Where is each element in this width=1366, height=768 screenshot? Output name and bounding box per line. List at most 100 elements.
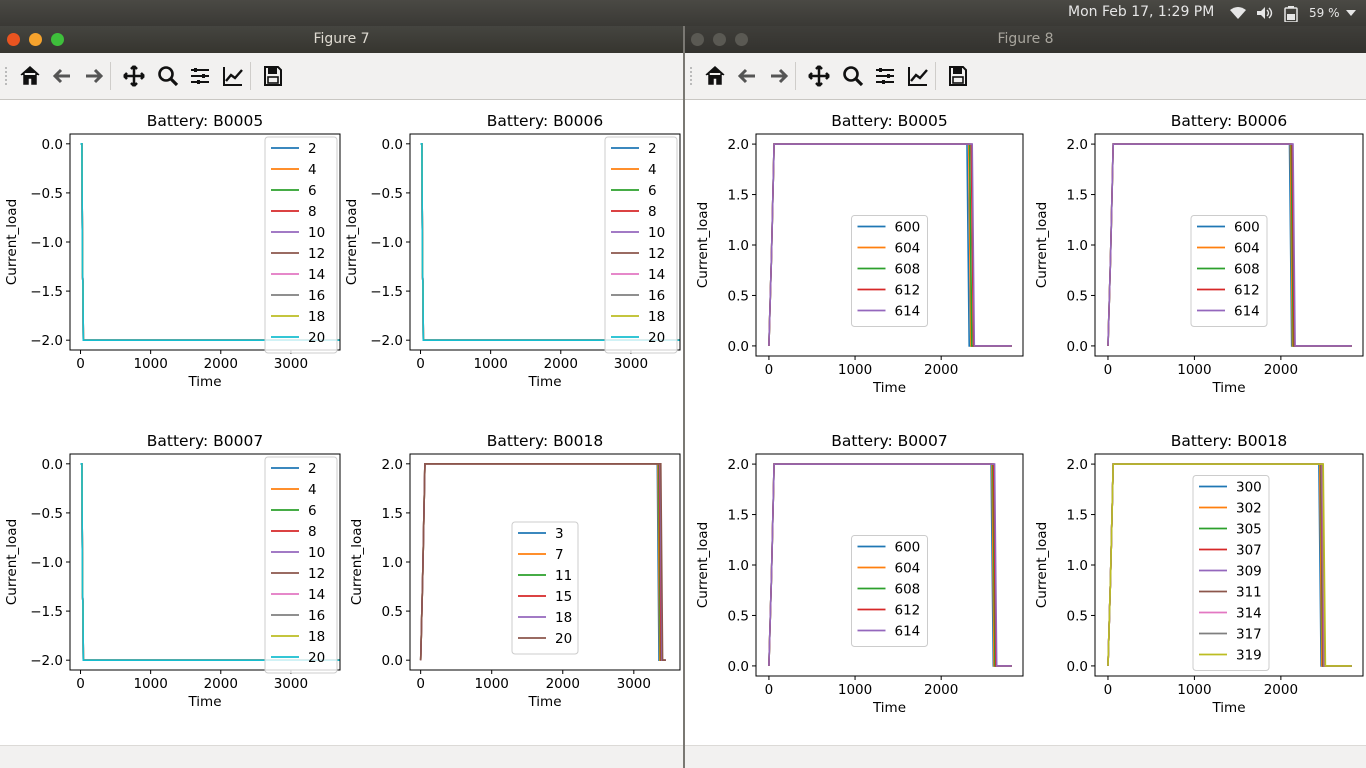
minimize-icon[interactable] bbox=[29, 33, 42, 46]
subplot: Battery: B0007 0 1000 2000 3000 0.0 −0.5 −1.0 −1… bbox=[4, 432, 341, 710]
edit-curves-button[interactable] bbox=[906, 64, 930, 88]
figure-8-window: Figure 8 Battery: B0005 0 1000 2000 2.0 1.5 1.… bbox=[685, 26, 1366, 768]
close-icon[interactable] bbox=[691, 33, 704, 46]
legend-box bbox=[851, 215, 928, 327]
edit-curves-button[interactable] bbox=[221, 64, 245, 88]
x-tick-label: 2000 bbox=[204, 676, 238, 692]
back-button[interactable] bbox=[50, 64, 74, 88]
legend-label: 604 bbox=[895, 561, 921, 577]
pan-button[interactable] bbox=[807, 64, 831, 88]
back-button[interactable] bbox=[735, 64, 759, 88]
legend: 600 604 608 612 614 bbox=[1190, 215, 1268, 327]
maximize-icon[interactable] bbox=[735, 33, 748, 46]
toolbar-separator bbox=[935, 62, 936, 90]
legend-label: 4 bbox=[648, 162, 657, 178]
battery-icon[interactable] bbox=[1284, 6, 1298, 22]
plot-lines bbox=[80, 463, 340, 661]
save-button[interactable] bbox=[261, 64, 285, 88]
legend-label: 608 bbox=[895, 582, 921, 598]
subplot: Battery: B0006 0 1000 2000 3000 0.0 −0.5 −1.0 −1… bbox=[344, 112, 681, 390]
y-tick-label: 0.5 bbox=[1067, 288, 1088, 304]
subplots-button[interactable] bbox=[873, 64, 897, 88]
legend-label: 3 bbox=[555, 526, 564, 542]
x-tick-label: 1000 bbox=[1177, 682, 1211, 698]
y-tick-label: 0.0 bbox=[1067, 339, 1088, 355]
legend-label: 614 bbox=[895, 624, 921, 640]
legend-label: 8 bbox=[308, 204, 317, 220]
y-axis-label: Current_load bbox=[349, 519, 365, 605]
x-tick-label: 3000 bbox=[614, 356, 648, 372]
legend-label: 12 bbox=[308, 566, 325, 582]
legend-label: 6 bbox=[308, 503, 317, 519]
edit-curves-icon bbox=[223, 67, 243, 86]
y-tick-label: 1.0 bbox=[1067, 558, 1088, 574]
y-axis-label: Current_load bbox=[4, 519, 20, 605]
y-tick-label: 0.0 bbox=[42, 137, 63, 153]
legend: 2 4 6 8 10 12 14 16 18 20 bbox=[264, 456, 338, 674]
x-tick-label: 1000 bbox=[133, 356, 167, 372]
x-tick-label: 1000 bbox=[1177, 362, 1211, 378]
y-tick-label: −1.5 bbox=[370, 284, 403, 300]
volume-icon[interactable] bbox=[1256, 6, 1274, 20]
menu-down-icon[interactable] bbox=[1346, 10, 1356, 16]
window-titlebar[interactable]: Figure 7 bbox=[0, 26, 683, 53]
x-axis-label: Time bbox=[187, 694, 221, 710]
x-tick-label: 2000 bbox=[1264, 682, 1298, 698]
series-line-614 bbox=[1107, 143, 1352, 347]
plot-lines bbox=[768, 463, 1012, 667]
subplot: Battery: B0018 0 1000 2000 2.0 1.5 1.0 0.5 0.0 Ti… bbox=[1034, 432, 1364, 716]
zoom-button[interactable] bbox=[156, 64, 180, 88]
legend-label: 317 bbox=[1236, 627, 1262, 643]
legend-label: 16 bbox=[648, 288, 665, 304]
subplot: Battery: B0005 0 1000 2000 2.0 1.5 1.0 0.5 0.0 Ti… bbox=[695, 112, 1024, 396]
subplots-button[interactable] bbox=[188, 64, 212, 88]
y-tick-label: 1.0 bbox=[1067, 238, 1088, 254]
legend-label: 10 bbox=[308, 225, 325, 241]
plot-lines bbox=[1107, 143, 1352, 347]
y-tick-label: 1.5 bbox=[1067, 188, 1088, 204]
legend-label: 305 bbox=[1236, 522, 1262, 538]
legend-label: 18 bbox=[555, 610, 572, 626]
legend-label: 4 bbox=[308, 482, 317, 498]
legend-label: 612 bbox=[1234, 283, 1260, 299]
window-title: Figure 7 bbox=[313, 31, 370, 47]
legend-label: 15 bbox=[555, 589, 572, 605]
legend-label: 14 bbox=[648, 267, 665, 283]
legend-label: 4 bbox=[308, 162, 317, 178]
maximize-icon[interactable] bbox=[51, 33, 64, 46]
y-tick-label: 1.5 bbox=[728, 508, 749, 524]
forward-button[interactable] bbox=[767, 64, 791, 88]
plot-title: Battery: B0007 bbox=[147, 432, 263, 450]
minimize-icon[interactable] bbox=[713, 33, 726, 46]
y-axis-label: Current_load bbox=[695, 522, 711, 608]
close-icon[interactable] bbox=[7, 33, 20, 46]
y-tick-label: −0.5 bbox=[370, 186, 403, 202]
save-button[interactable] bbox=[946, 64, 970, 88]
pan-button[interactable] bbox=[122, 64, 146, 88]
legend-label: 612 bbox=[895, 283, 921, 299]
legend-box bbox=[264, 456, 338, 674]
y-axis-label: Current_load bbox=[695, 202, 711, 288]
y-tick-label: 2.0 bbox=[382, 457, 403, 473]
pan-icon bbox=[123, 65, 145, 87]
plot-lines bbox=[768, 143, 1012, 347]
legend-box bbox=[1190, 215, 1268, 327]
forward-button[interactable] bbox=[82, 64, 106, 88]
home-button[interactable] bbox=[18, 64, 42, 88]
system-top-bar: Mon Feb 17, 1:29 PM 59 % bbox=[0, 0, 1366, 26]
x-tick-label: 1000 bbox=[473, 356, 507, 372]
back-icon bbox=[737, 68, 755, 84]
window-titlebar[interactable]: Figure 8 bbox=[685, 26, 1366, 53]
home-button[interactable] bbox=[703, 64, 727, 88]
figure-canvas[interactable]: Battery: B0005 0 1000 2000 3000 0.0 −0.5 −1.0 −1… bbox=[0, 100, 683, 746]
series-line-20 bbox=[419, 463, 666, 661]
y-axis-label: Current_load bbox=[1034, 202, 1050, 288]
figure-canvas[interactable]: Battery: B0005 0 1000 2000 2.0 1.5 1.0 0.5 0.0 Ti… bbox=[685, 100, 1366, 746]
series-line-20 bbox=[420, 143, 680, 341]
legend-label: 18 bbox=[308, 309, 325, 325]
zoom-button[interactable] bbox=[841, 64, 865, 88]
clock[interactable]: Mon Feb 17, 1:29 PM bbox=[1068, 4, 1215, 20]
y-tick-label: −0.5 bbox=[30, 506, 63, 522]
plot-title: Battery: B0018 bbox=[1171, 432, 1287, 450]
wifi-icon[interactable] bbox=[1229, 6, 1247, 20]
